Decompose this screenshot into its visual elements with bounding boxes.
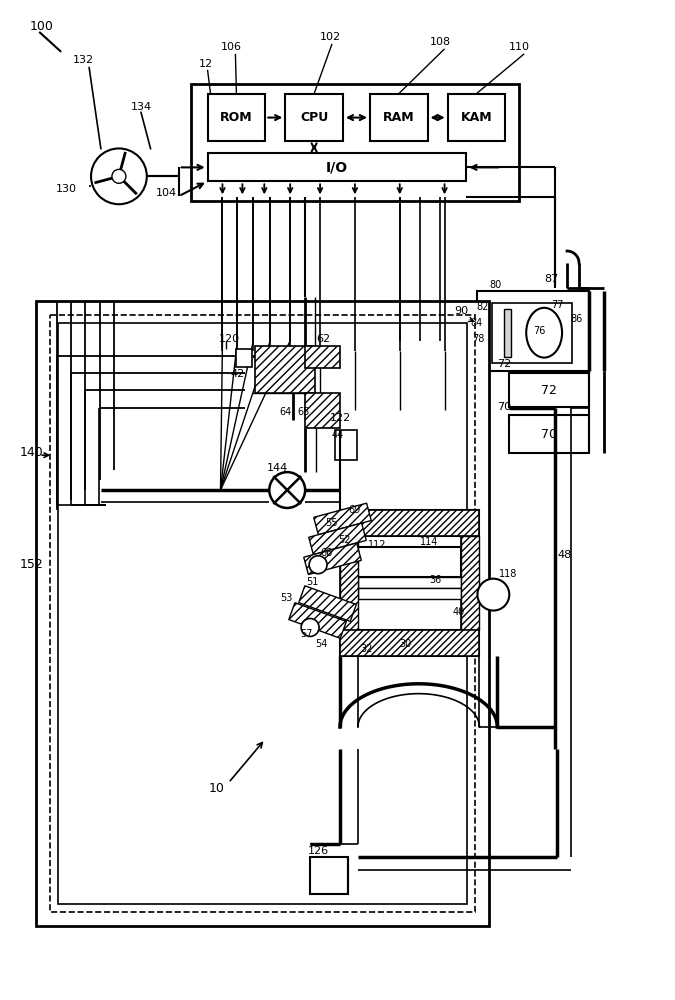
Text: 104: 104 <box>156 188 177 198</box>
Text: 106: 106 <box>221 42 242 52</box>
Bar <box>314 503 371 535</box>
Bar <box>358 588 462 599</box>
Bar <box>492 303 572 363</box>
Text: CPU: CPU <box>300 111 328 124</box>
Bar <box>304 543 361 575</box>
Text: 102: 102 <box>320 32 341 42</box>
Text: 42: 42 <box>230 369 245 379</box>
Text: 87: 87 <box>544 274 558 284</box>
Text: 36: 36 <box>429 575 442 585</box>
Text: 130: 130 <box>56 184 77 194</box>
Circle shape <box>301 619 319 636</box>
Text: 82: 82 <box>477 302 489 312</box>
Text: 152: 152 <box>20 558 43 571</box>
Bar <box>305 393 340 428</box>
Text: 90: 90 <box>454 306 468 316</box>
Text: 48: 48 <box>557 550 571 560</box>
Text: 110: 110 <box>510 42 531 52</box>
Bar <box>504 309 511 357</box>
Text: 114: 114 <box>420 537 438 547</box>
Circle shape <box>112 169 126 183</box>
Text: 84: 84 <box>470 318 483 328</box>
Text: 70: 70 <box>497 402 512 412</box>
Text: 144: 144 <box>267 463 288 473</box>
Text: 140: 140 <box>20 446 43 459</box>
Text: 51: 51 <box>306 577 319 587</box>
Bar <box>207 94 265 141</box>
Text: 10: 10 <box>209 782 224 795</box>
Bar <box>358 577 462 588</box>
Text: 108: 108 <box>429 37 451 47</box>
Text: 57: 57 <box>300 629 313 639</box>
Text: I/O: I/O <box>326 160 348 174</box>
Text: 44: 44 <box>332 430 344 440</box>
Text: 134: 134 <box>131 102 152 112</box>
Text: 76: 76 <box>533 326 545 336</box>
Text: 53: 53 <box>280 593 292 603</box>
Text: 54: 54 <box>315 639 327 649</box>
Bar <box>340 630 479 656</box>
Text: 12: 12 <box>198 59 213 69</box>
Bar <box>340 536 358 630</box>
Text: 55: 55 <box>325 518 338 528</box>
Text: 77: 77 <box>551 300 564 310</box>
Circle shape <box>91 148 146 204</box>
Text: 132: 132 <box>73 55 95 65</box>
Text: KAM: KAM <box>460 111 492 124</box>
Text: 64: 64 <box>279 407 292 417</box>
Bar <box>308 523 367 555</box>
Text: 52: 52 <box>338 535 350 545</box>
Text: 69: 69 <box>348 505 360 515</box>
Text: 65: 65 <box>297 407 310 417</box>
Circle shape <box>477 579 510 611</box>
Bar <box>190 84 519 201</box>
Circle shape <box>309 556 327 574</box>
Text: 30: 30 <box>400 639 412 649</box>
Text: 78: 78 <box>472 334 485 344</box>
Text: 40: 40 <box>452 607 465 617</box>
Bar <box>255 346 315 393</box>
Bar <box>510 373 589 407</box>
Bar <box>358 547 462 577</box>
Bar <box>477 291 589 371</box>
Bar <box>310 857 348 894</box>
Bar <box>370 94 428 141</box>
Text: 100: 100 <box>29 20 53 33</box>
Bar <box>340 510 479 536</box>
Bar <box>36 301 489 926</box>
Bar <box>448 94 506 141</box>
Bar <box>462 536 479 630</box>
Text: 86: 86 <box>570 314 583 324</box>
Text: ROM: ROM <box>220 111 252 124</box>
Text: 122: 122 <box>330 413 351 423</box>
Text: 70: 70 <box>541 428 557 441</box>
Text: 112: 112 <box>368 540 386 550</box>
Text: 126: 126 <box>308 846 329 856</box>
Bar <box>299 586 356 621</box>
Bar <box>340 630 479 656</box>
Text: 80: 80 <box>489 280 502 290</box>
Text: 32: 32 <box>360 644 373 654</box>
Bar <box>207 153 466 181</box>
Bar <box>510 415 589 453</box>
Text: 66: 66 <box>320 548 332 558</box>
Bar <box>305 346 340 368</box>
Bar <box>58 323 468 904</box>
Bar <box>340 536 358 630</box>
Text: 72: 72 <box>541 384 557 397</box>
Text: 62: 62 <box>316 334 330 344</box>
Bar <box>236 349 252 367</box>
Bar <box>286 94 343 141</box>
Bar <box>462 536 479 630</box>
Bar <box>335 430 357 460</box>
Text: 72: 72 <box>497 359 512 369</box>
Bar <box>340 510 479 536</box>
Text: 118: 118 <box>500 569 518 579</box>
Text: RAM: RAM <box>383 111 414 124</box>
Bar <box>50 315 475 912</box>
Circle shape <box>269 472 305 508</box>
Text: 120: 120 <box>219 334 240 344</box>
Bar <box>289 603 346 638</box>
